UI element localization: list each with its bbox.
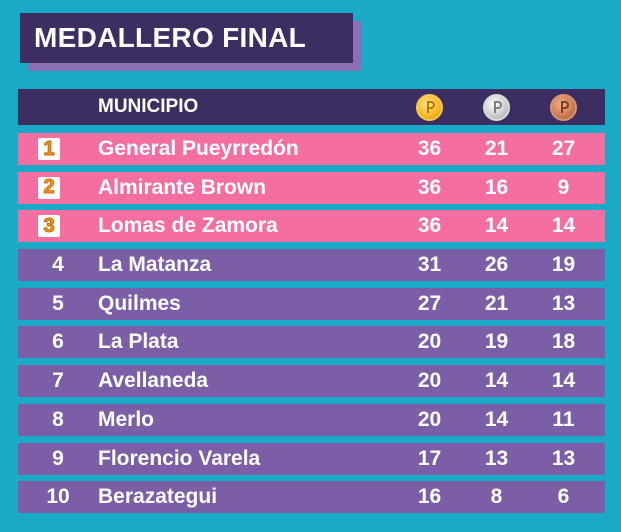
gold-medal-icon (416, 93, 443, 121)
rank-cell: 9 (52, 446, 64, 470)
rank-cell: 8 (52, 407, 64, 431)
silver-count: 26 (484, 253, 509, 277)
gold-count: 17 (417, 446, 442, 470)
table-row: 5 Quilmes 27 21 13 (18, 287, 605, 320)
rank-cell: 3 (18, 214, 98, 238)
table-row: 10 Berazategui 16 8 6 (18, 481, 605, 514)
silver-count: 21 (484, 137, 509, 160)
silver-count: 16 (484, 175, 509, 199)
municipio-name: Florencio Varela (98, 446, 261, 470)
bronze-count: 14 (551, 369, 576, 393)
table-row: 6 La Plata 20 19 18 (18, 326, 605, 359)
gold-count: 36 (417, 214, 442, 238)
gold-count: 16 (417, 485, 442, 509)
municipio-name: Avellaneda (98, 369, 209, 393)
municipio-name: Berazategui (98, 485, 218, 509)
bronze-count: 13 (551, 446, 576, 470)
bronze-count: 27 (551, 137, 576, 160)
silver-count: 13 (484, 446, 509, 470)
municipio-name: Quilmes (98, 291, 181, 315)
gold-count: 20 (417, 369, 442, 393)
silver-count: 8 (490, 485, 503, 509)
silver-count: 14 (484, 407, 509, 431)
rank-cell: 10 (46, 485, 70, 509)
bronze-count: 9 (557, 175, 570, 199)
bronze-count: 11 (552, 407, 575, 431)
bronze-count: 14 (551, 214, 576, 238)
table-row: 2 Almirante Brown 36 16 9 (18, 171, 605, 204)
municipio-name: Merlo (98, 407, 155, 431)
rank-cell: 2 (18, 176, 98, 199)
municipio-name: Lomas de Zamora (98, 214, 278, 238)
gold-count: 27 (417, 291, 442, 315)
gold-count: 20 (417, 407, 442, 431)
gold-count: 31 (417, 253, 442, 277)
page-title: MEDALLERO FINAL (20, 13, 353, 63)
municipio-name: General Pueyrredón (98, 137, 299, 160)
rank-cell: 5 (52, 291, 64, 315)
municipio-header: MUNICIPIO (98, 96, 199, 117)
rank-cell: 6 (52, 330, 64, 354)
gold-count: 36 (417, 137, 442, 160)
silver-medal-icon (483, 93, 510, 121)
table-row: 7 Avellaneda 20 14 14 (18, 365, 605, 398)
silver-count: 14 (484, 369, 509, 393)
silver-count: 14 (484, 214, 509, 238)
rank-badge: 3 (38, 214, 60, 238)
bronze-count: 19 (551, 253, 576, 277)
table-row: 4 La Matanza 31 26 19 (18, 249, 605, 282)
silver-count: 21 (484, 291, 509, 315)
rank-number: 1 (43, 137, 55, 160)
table-header: MUNICIPIO (18, 89, 605, 125)
municipio-name: La Matanza (98, 253, 212, 277)
title-banner: MEDALLERO FINAL (20, 13, 361, 71)
rank-badge: 1 (38, 137, 60, 160)
table-body: 1 General Pueyrredón 36 21 27 2 Almirant… (18, 133, 605, 514)
gold-count: 20 (417, 330, 442, 354)
gold-count: 36 (417, 175, 442, 199)
bronze-count: 6 (557, 485, 570, 509)
bronze-count: 13 (551, 291, 576, 315)
municipio-name: Almirante Brown (98, 175, 267, 199)
rank-number: 2 (43, 176, 55, 199)
rank-cell: 7 (52, 369, 64, 393)
silver-count: 19 (484, 330, 509, 354)
medal-table: MUNICIPIO 1 General Pueyrredón 36 21 27 … (18, 89, 605, 520)
rank-cell: 1 (18, 137, 98, 160)
municipio-name: La Plata (98, 330, 179, 354)
table-row: 9 Florencio Varela 17 13 13 (18, 442, 605, 475)
table-row: 8 Merlo 20 14 11 (18, 403, 605, 436)
table-row: 3 Lomas de Zamora 36 14 14 (18, 210, 605, 243)
rank-number: 3 (43, 214, 55, 237)
bronze-medal-icon (550, 93, 577, 121)
rank-badge: 2 (38, 176, 60, 199)
bronze-count: 18 (551, 330, 576, 354)
rank-cell: 4 (52, 253, 64, 277)
table-row: 1 General Pueyrredón 36 21 27 (18, 133, 605, 165)
